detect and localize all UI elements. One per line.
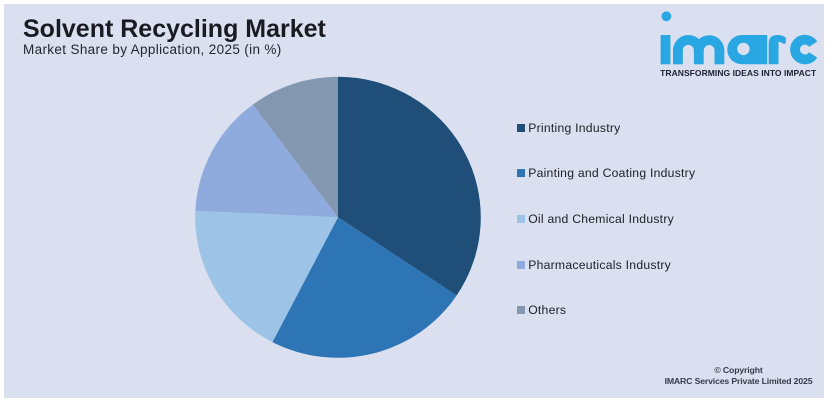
- svg-text:TRANSFORMING IDEAS INTO IMPACT: TRANSFORMING IDEAS INTO IMPACT: [660, 68, 817, 78]
